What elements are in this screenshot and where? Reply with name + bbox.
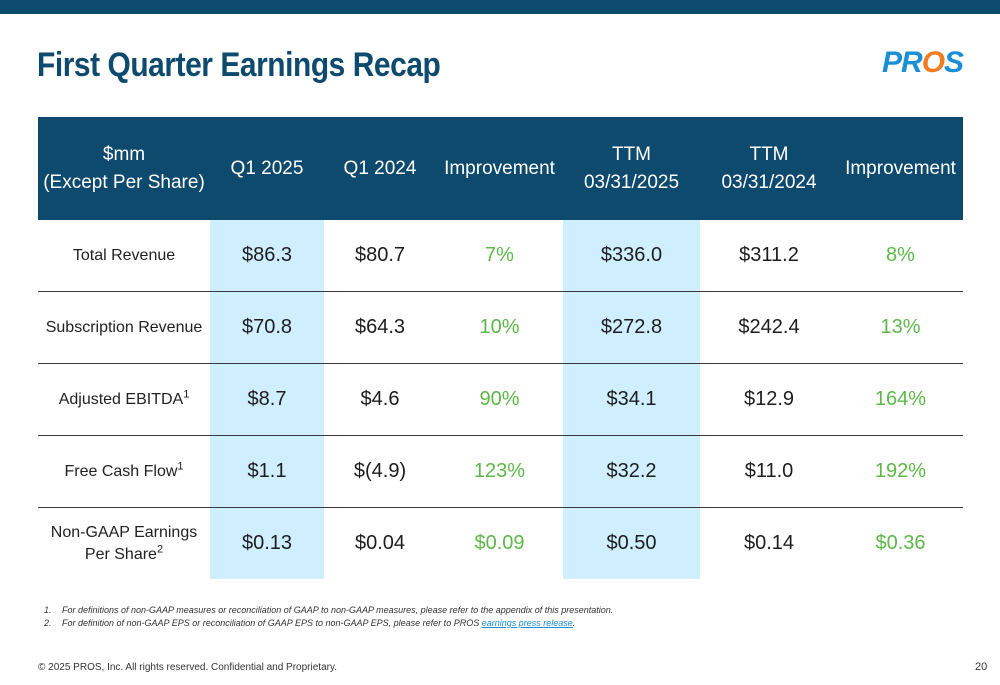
footnote-number: 1. [44,605,52,615]
cell-ttm-2025: $34.1 [563,363,700,436]
cell-improvement-q: 90% [436,363,563,436]
footnote-period: . [572,618,576,628]
table-row: Free Cash Flow1 $1.1 $(4.9) 123% $32.2 $11.0 1… [38,435,963,508]
row-label-text: Subscription Revenue [45,318,203,336]
cell-ttm-2025: $272.8 [563,291,700,364]
cell-improvement-ttm: 8% [838,220,963,292]
row-label-text-line2: Per Share [84,545,157,563]
header-metric-line2: (Except Per Share) [43,171,205,193]
cell-q1-2024: $0.04 [354,532,406,554]
cell-ttm-2025: $32.2 [563,435,700,508]
header-metric-line1: $mm [102,143,146,165]
cell-q1-2024: $80.7 [324,220,436,292]
table-header-row: $mm (Except Per Share) Q1 2025 Q1 2024 I… [38,117,963,220]
earnings-table: $mm (Except Per Share) Q1 2025 Q1 2024 I… [38,117,963,579]
row-label: Subscription Revenue [38,291,210,364]
header-ttm-2024-line2: 03/31/2024 [721,171,817,193]
pros-logo: PROS [882,46,964,80]
cell-ttm-2025: $336.0 [563,220,700,292]
row-label-text: Non-GAAP Earnings [50,523,198,541]
table-row: Total Revenue $86.3 $80.7 7% $336.0 $311.2 8% [38,220,963,292]
row-label: Adjusted EBITDA1 [38,363,210,436]
cell-q1-2024: $(4.9) [324,435,436,508]
logo-text: PROS [882,46,964,79]
footnote-ref: 1 [183,388,190,401]
cell-ttm-2024: $242.4 [700,291,838,364]
footnote-2: 2. For definition of non-GAAP EPS or rec… [44,618,613,628]
header-metric: $mm (Except Per Share) [38,117,210,220]
cell-ttm-2024: $0.14 [743,532,795,554]
header-ttm-2025: TTM 03/31/2025 [563,117,700,220]
footnote-ref: 1 [177,460,184,473]
cell-q1-2025: $0.13 [210,507,324,579]
cell-q1-2025: $70.8 [210,291,324,364]
footnote-text: For definition of non-GAAP EPS or reconc… [62,618,482,628]
earnings-press-release-link[interactable]: earnings press release [481,618,573,628]
cell-improvement-q: $0.09 [474,532,525,554]
cell-q1-2025: $8.7 [210,363,324,436]
cell-q1-2024: $64.3 [324,291,436,364]
row-label-text: Free Cash Flow [64,462,178,480]
table-row: Non-GAAP Earnings Per Share2 $0.13 $0.04 $0.… [38,507,963,580]
cell-ttm-2024: $12.9 [700,363,838,436]
page-number: 20 [975,661,988,673]
cell-q1-2025: $1.1 [210,435,324,508]
header-ttm-2024: TTM 03/31/2024 [700,117,838,220]
header-ttm-2025-line2: 03/31/2025 [583,171,680,193]
table-row: Adjusted EBITDA1 $8.7 $4.6 90% $34.1 $12.9 164… [38,363,963,436]
footnote-number: 2. [44,618,52,628]
cell-improvement-q: 10% [436,291,563,364]
header-ttm-2024-line1: TTM [749,143,789,165]
cell-ttm-2025: $0.50 [563,507,700,579]
cell-improvement-q: 7% [436,220,563,292]
cell-q1-2025: $86.3 [210,220,324,292]
cell-improvement-ttm: 192% [838,435,963,508]
header-improvement-q: Improvement [436,117,563,220]
cell-improvement-q: 123% [436,435,563,508]
cell-improvement-ttm: 13% [838,291,963,364]
footnotes: 1. For definitions of non-GAAP measures … [44,605,614,631]
row-label-text: Total Revenue [72,246,176,264]
footnote-ref: 2 [156,543,164,556]
row-label: Total Revenue [38,220,210,292]
footnote-text: For definitions of non-GAAP measures or … [62,605,614,615]
cell-improvement-ttm: $0.36 [875,532,926,554]
footnote-1: 1. For definitions of non-GAAP measures … [44,605,614,615]
cell-improvement-ttm: 164% [838,363,963,436]
copyright-notice: © 2025 PROS, Inc. All rights reserved. C… [38,662,337,673]
header-q1-2025: Q1 2025 [210,117,324,220]
cell-q1-2024: $4.6 [324,363,436,436]
header-ttm-2025-line1: TTM [611,143,652,165]
slide-title: First Quarter Earnings Recap [37,46,441,84]
top-accent-bar [0,0,1000,14]
cell-ttm-2024: $11.0 [700,435,838,508]
cell-ttm-2024: $311.2 [700,220,838,292]
row-label: Non-GAAP Earnings Per Share2 [38,508,210,580]
header-improvement-ttm: Improvement [838,117,963,220]
row-label: Free Cash Flow1 [38,435,210,508]
table-row: Subscription Revenue $70.8 $64.3 10% $272.8 $… [38,291,963,364]
row-label-text: Adjusted EBITDA [58,390,184,408]
header-q1-2024: Q1 2024 [324,117,436,220]
